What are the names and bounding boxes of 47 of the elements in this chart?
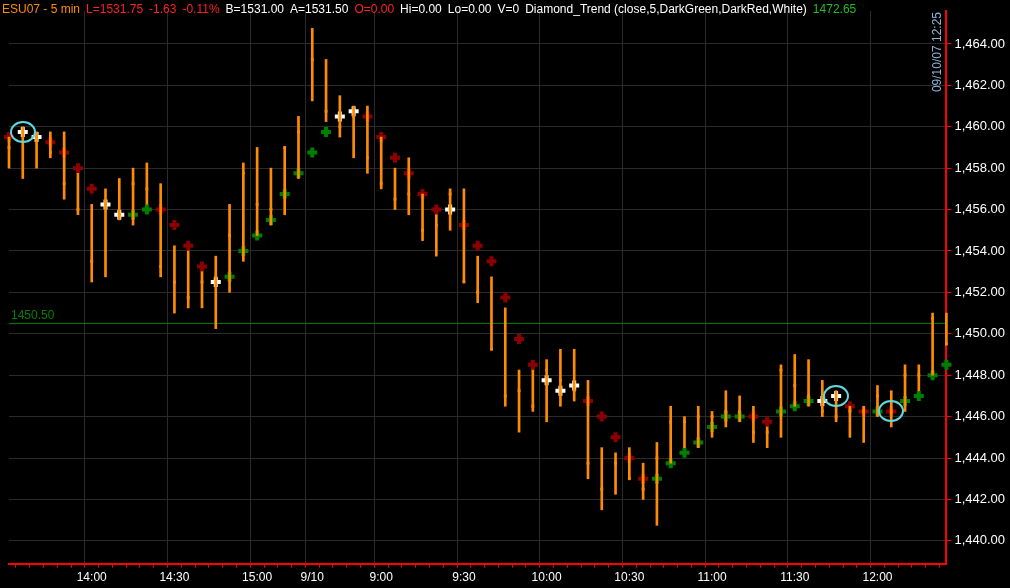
annotation: V=0 [497, 2, 520, 16]
y-tick-label: 1,452.00 [954, 283, 1006, 299]
annotation: L=1531.75 [86, 2, 144, 16]
chart-title: ESU07 - 5 min [2, 2, 81, 16]
bar [614, 452, 617, 495]
y-tick-label: 1,440.00 [954, 532, 1006, 548]
annotation: O=0.00 [354, 2, 395, 16]
bar [173, 245, 176, 314]
y-tick-label: 1,456.00 [954, 201, 1006, 217]
bar [503, 307, 507, 407]
x-tick-label: 11:00 [697, 570, 727, 585]
x-tick-label: 14:30 [159, 570, 190, 585]
bar [476, 255, 480, 304]
y-tick-label: 1,460.00 [954, 118, 1006, 134]
bar [90, 204, 94, 283]
y-tick-label: 1,444.00 [954, 449, 1006, 465]
bar [945, 312, 948, 345]
x-tick-label: 11:30 [780, 570, 810, 585]
annotation: Lo=0.00 [447, 2, 492, 16]
bar [600, 447, 604, 511]
annotation: Hi=0.00 [400, 2, 442, 16]
x-tick-label: 10:30 [614, 570, 645, 585]
x-tick-label: 9:30 [452, 570, 476, 585]
y-tick-label: 1,446.00 [954, 408, 1006, 424]
y-tick-label: 1,454.00 [954, 242, 1006, 258]
y-tick-label: 1,450.00 [954, 325, 1006, 341]
ref-line-label: 1450.50 [11, 307, 55, 322]
x-tick-label: 9/10 [300, 570, 325, 585]
y-tick-label: 1,448.00 [954, 366, 1006, 382]
bar [310, 28, 314, 102]
annotation: -1.63 [149, 2, 177, 16]
bar [490, 276, 493, 350]
y-tick-label: 1,462.00 [954, 76, 1006, 92]
y-tick-label: 1,458.00 [954, 159, 1006, 175]
x-tick-label: 10:00 [531, 570, 562, 585]
annotation: -0.11% [182, 2, 220, 16]
y-tick-label: 1,464.00 [954, 35, 1006, 51]
annotation: 1472.65 [812, 2, 857, 16]
y-tick-label: 1,442.00 [954, 491, 1006, 506]
annotation: Diamond_Trend (close,5,DarkGreen,DarkRed,White) [525, 2, 807, 16]
x-tick-label: 12:00 [862, 570, 893, 585]
x-tick-label: 9:00 [369, 570, 394, 585]
annotation: B=1531.00 [225, 2, 284, 16]
annotation: 09/10/07 12:25 [930, 12, 945, 93]
annotation: A=1531.50 [289, 2, 349, 16]
x-tick-label: 14:00 [76, 570, 108, 585]
x-tick-label: 15:00 [242, 570, 273, 585]
